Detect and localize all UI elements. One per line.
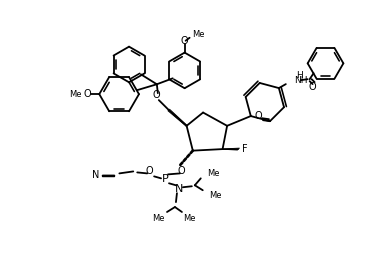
Text: H: H: [296, 71, 303, 80]
Text: O: O: [84, 89, 91, 99]
Text: N: N: [175, 184, 183, 194]
Text: O: O: [152, 90, 159, 100]
Text: Me: Me: [193, 30, 205, 39]
Text: Me: Me: [152, 214, 164, 223]
Text: N: N: [92, 170, 99, 180]
Text: O: O: [177, 166, 185, 176]
Text: P: P: [162, 174, 169, 184]
Text: Me: Me: [207, 169, 219, 178]
Text: O: O: [146, 166, 153, 176]
Text: F: F: [242, 144, 247, 154]
Text: NH: NH: [294, 76, 307, 85]
Text: O: O: [254, 111, 262, 121]
Text: Me: Me: [69, 90, 82, 99]
Text: O: O: [309, 82, 316, 92]
Text: Me: Me: [209, 191, 221, 200]
Text: Me: Me: [184, 214, 196, 223]
Text: O: O: [181, 36, 188, 46]
